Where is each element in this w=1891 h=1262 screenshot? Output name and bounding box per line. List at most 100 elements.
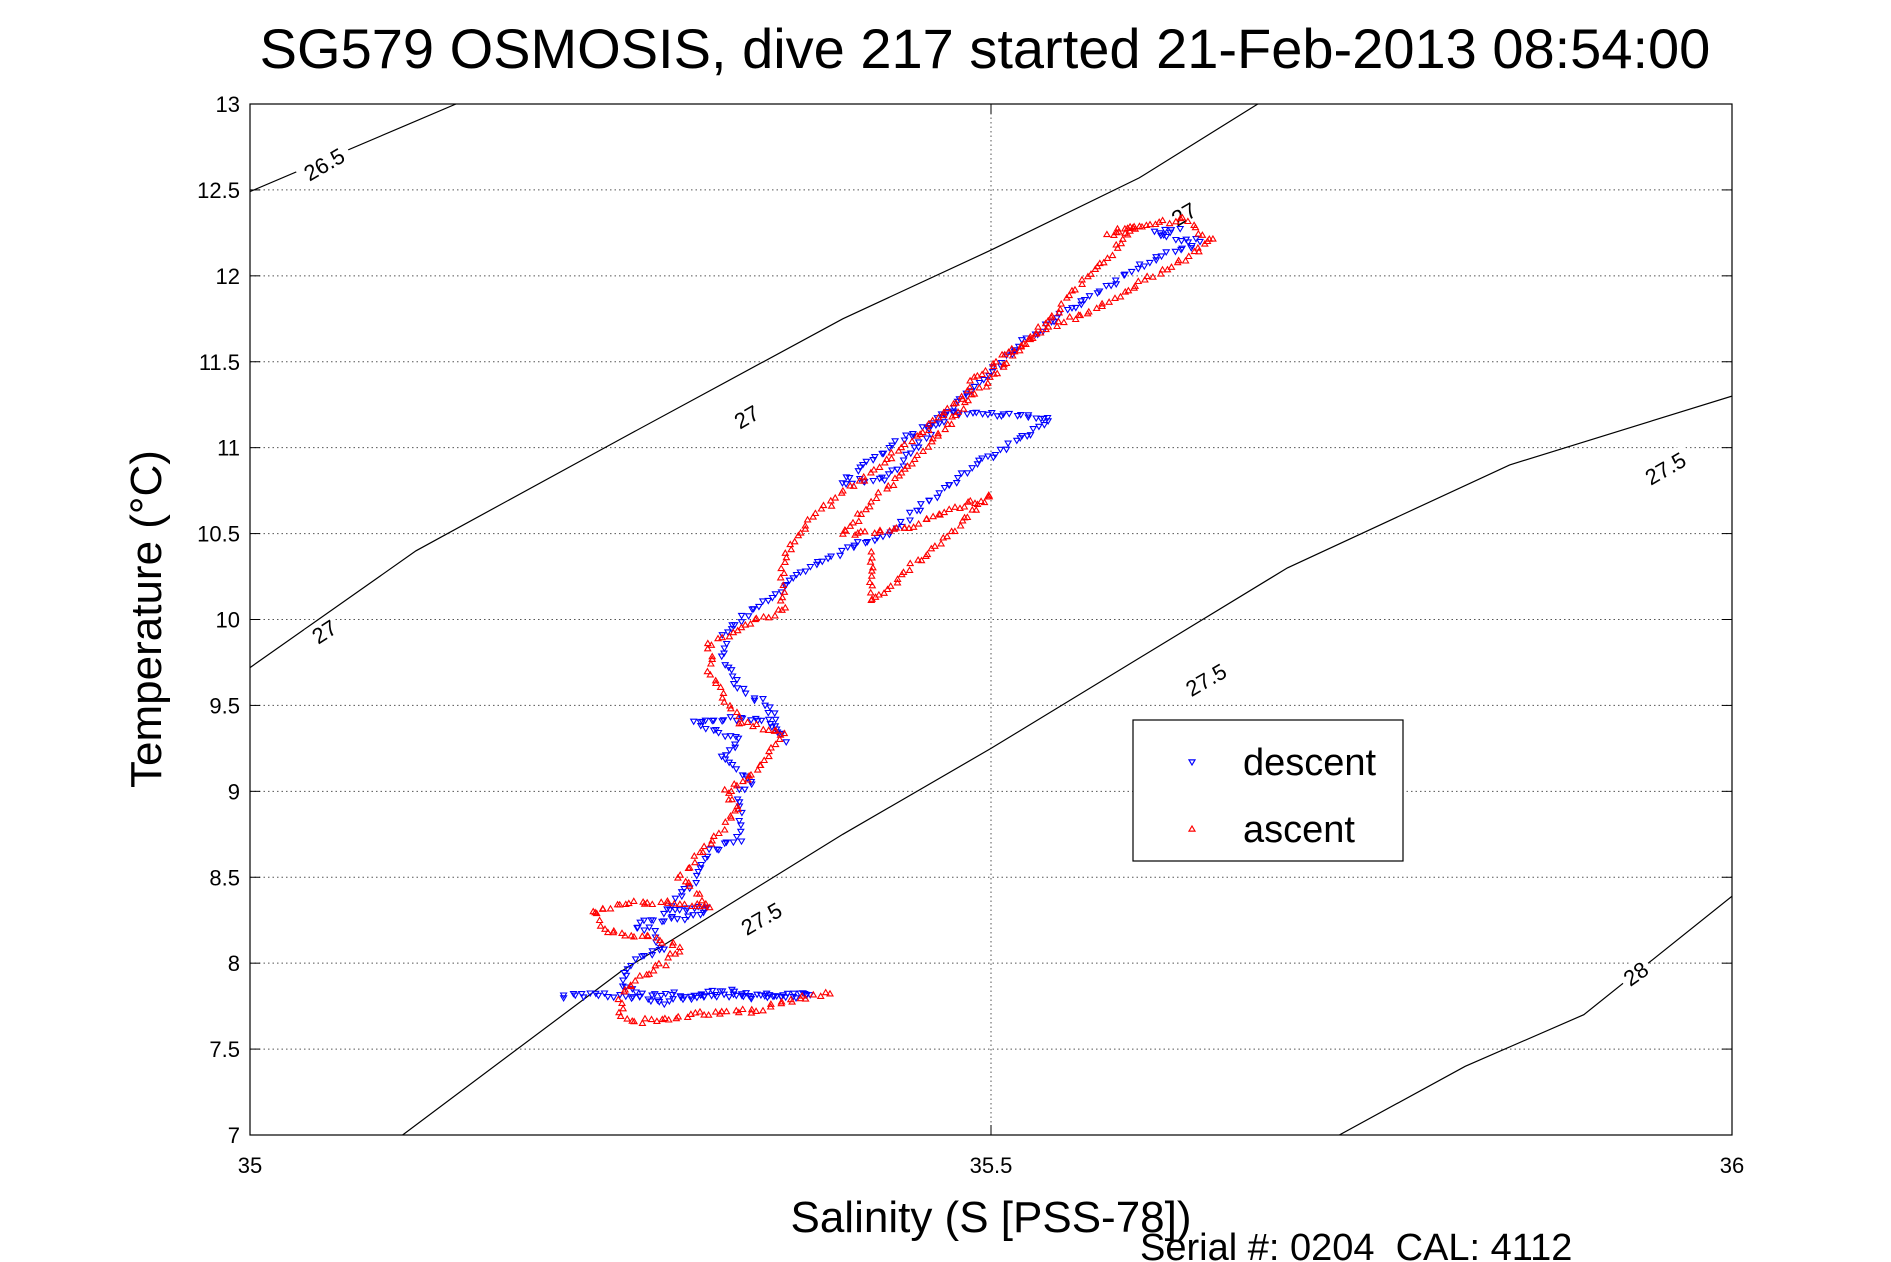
descent-point xyxy=(933,494,942,502)
ascent-point xyxy=(685,863,694,871)
descent-point xyxy=(765,704,774,712)
ascent-point xyxy=(893,578,902,586)
descent-point xyxy=(725,747,734,754)
descent-point xyxy=(999,411,1008,419)
ascent-point xyxy=(801,525,810,532)
descent-point xyxy=(870,537,879,545)
ascent-point xyxy=(954,408,963,415)
y-tick-label: 10.5 xyxy=(197,522,240,547)
descent-point xyxy=(747,781,756,789)
descent-point xyxy=(802,991,811,999)
ascent-point xyxy=(752,720,761,728)
descent-point xyxy=(963,411,972,418)
ascent-point xyxy=(919,447,928,454)
ascent-point xyxy=(1103,254,1112,261)
ascent-point xyxy=(1099,258,1108,266)
descent-point xyxy=(754,603,763,611)
ascent-point xyxy=(939,408,948,416)
descent-point xyxy=(559,992,568,1000)
ascent-point xyxy=(819,501,828,509)
descent-point xyxy=(1156,230,1165,237)
ascent-point xyxy=(777,999,786,1007)
ascent-point xyxy=(730,780,739,787)
ascent-point xyxy=(767,743,775,751)
ascent-point xyxy=(706,670,715,678)
ascent-point xyxy=(867,566,876,574)
descent-point xyxy=(1040,422,1049,429)
descent-point xyxy=(648,992,657,1000)
ascent-point xyxy=(648,900,657,908)
ascent-point xyxy=(846,522,855,529)
descent-point xyxy=(741,690,750,698)
ascent-point xyxy=(681,877,690,885)
ascent-point xyxy=(698,848,707,855)
ascent-point xyxy=(916,430,925,437)
descent-point xyxy=(792,995,800,1002)
descent-point xyxy=(1012,437,1021,445)
ascent-point xyxy=(883,585,892,593)
ascent-point xyxy=(657,898,666,905)
ascent-point xyxy=(1158,216,1167,224)
descent-point xyxy=(636,919,645,927)
descent-point xyxy=(700,906,709,914)
ascent-point xyxy=(700,842,709,850)
ascent-point xyxy=(732,1006,741,1014)
descent-point xyxy=(1102,282,1111,290)
grid xyxy=(250,104,1732,1135)
ascent-point xyxy=(849,518,857,526)
descent-point xyxy=(714,729,723,737)
ascent-point xyxy=(1076,311,1085,319)
ascent-point xyxy=(943,404,952,412)
ascent-point xyxy=(618,999,626,1006)
descent-point xyxy=(789,575,798,582)
ascent-point xyxy=(871,593,880,600)
descent-point xyxy=(586,990,595,998)
ascent-point xyxy=(860,476,869,484)
ascent-point xyxy=(846,481,855,489)
ascent-point xyxy=(1062,293,1071,301)
descent-point xyxy=(739,685,748,693)
descent-point xyxy=(753,991,762,999)
ascent-point xyxy=(868,553,876,561)
descent-point xyxy=(717,653,726,661)
descent-point xyxy=(952,480,961,487)
ascent-point xyxy=(1171,217,1180,225)
ascent-point xyxy=(924,443,933,450)
descent-point xyxy=(968,465,977,472)
ascent-point xyxy=(1111,294,1119,301)
ascent-point xyxy=(716,683,725,690)
descent-point xyxy=(900,437,909,445)
ascent-point xyxy=(759,725,768,733)
ascent-point xyxy=(972,506,981,513)
ascent-point xyxy=(872,494,881,502)
ascent-point xyxy=(897,443,906,451)
ascent-point xyxy=(1028,334,1037,341)
ascent-point xyxy=(647,1015,656,1023)
ascent-point xyxy=(890,525,899,532)
ascent-point xyxy=(691,1008,700,1016)
ascent-point xyxy=(809,990,818,998)
ascent-point xyxy=(686,1010,695,1017)
descent-point xyxy=(747,996,756,1003)
ascent-point xyxy=(893,575,902,582)
ascent-point xyxy=(643,898,652,906)
descent-point xyxy=(727,667,736,674)
ascent-point xyxy=(771,611,779,619)
ascent-point xyxy=(778,593,787,601)
descent-point xyxy=(1005,410,1014,418)
descent-point xyxy=(850,542,859,550)
descent-point xyxy=(836,552,845,560)
descent-point xyxy=(732,833,741,841)
ascent-point xyxy=(1113,244,1122,251)
descent-point xyxy=(984,453,992,461)
ascent-point xyxy=(695,902,704,910)
descent-point xyxy=(689,718,698,726)
ascent-point xyxy=(975,383,984,391)
descent-point xyxy=(737,612,746,620)
descent-point xyxy=(737,619,746,626)
descent-point xyxy=(935,420,944,428)
ascent-point xyxy=(853,529,862,536)
ascent-point xyxy=(675,943,684,951)
descent-point xyxy=(709,727,718,735)
